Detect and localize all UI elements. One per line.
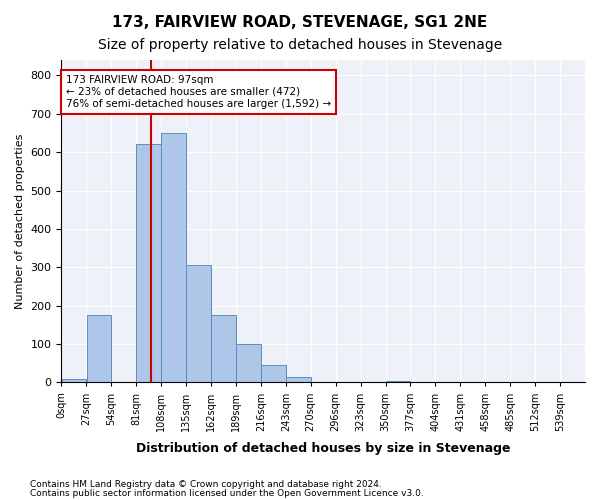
- Text: Size of property relative to detached houses in Stevenage: Size of property relative to detached ho…: [98, 38, 502, 52]
- Text: Contains HM Land Registry data © Crown copyright and database right 2024.: Contains HM Land Registry data © Crown c…: [30, 480, 382, 489]
- Text: Contains public sector information licensed under the Open Government Licence v3: Contains public sector information licen…: [30, 488, 424, 498]
- Bar: [62, 378, 86, 382]
- Bar: [386, 380, 410, 382]
- Bar: [286, 376, 311, 382]
- Bar: [186, 266, 211, 382]
- Text: 173 FAIRVIEW ROAD: 97sqm
← 23% of detached houses are smaller (472)
76% of semi-: 173 FAIRVIEW ROAD: 97sqm ← 23% of detach…: [66, 76, 331, 108]
- Bar: [261, 365, 286, 382]
- Text: 173, FAIRVIEW ROAD, STEVENAGE, SG1 2NE: 173, FAIRVIEW ROAD, STEVENAGE, SG1 2NE: [112, 15, 488, 30]
- Bar: [236, 344, 260, 383]
- Bar: [136, 144, 161, 382]
- Bar: [161, 133, 186, 382]
- Bar: [86, 316, 111, 382]
- Y-axis label: Number of detached properties: Number of detached properties: [15, 134, 25, 309]
- X-axis label: Distribution of detached houses by size in Stevenage: Distribution of detached houses by size …: [136, 442, 511, 455]
- Bar: [211, 316, 236, 382]
